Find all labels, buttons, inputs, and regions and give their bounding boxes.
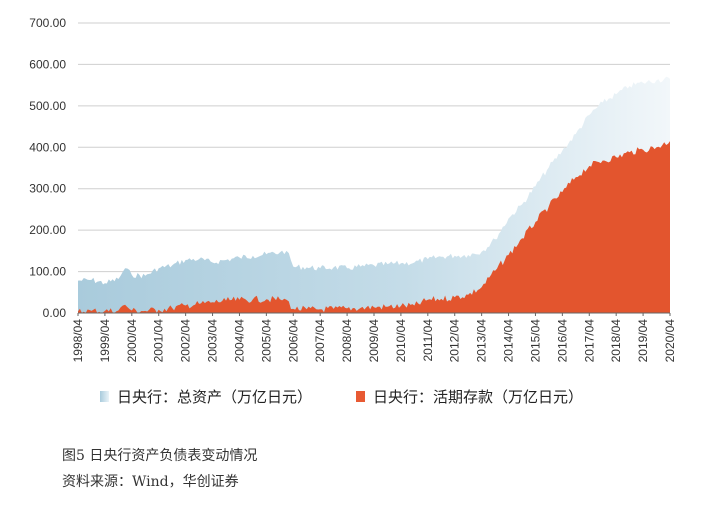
x-tick-label: 2020/04 xyxy=(663,319,677,363)
x-tick-label: 2008/04 xyxy=(340,319,354,363)
x-tick-label: 2002/04 xyxy=(179,319,193,363)
x-tick-label: 2017/04 xyxy=(582,319,596,363)
x-tick-label: 2014/04 xyxy=(502,319,516,363)
y-tick-label: 100.00 xyxy=(29,265,66,279)
x-tick-label: 2003/04 xyxy=(206,319,220,363)
y-tick-label: 0.00 xyxy=(43,306,67,320)
x-tick-label: 2005/04 xyxy=(259,319,273,363)
legend-item-total-assets: 日央行：总资产（万亿日元） xyxy=(100,386,312,407)
x-tick-label: 2007/04 xyxy=(313,319,327,363)
y-tick-label: 700.00 xyxy=(29,16,66,30)
figure-source: 资料来源：Wind，华创证券 xyxy=(62,474,239,490)
legend-label-current-deposits: 日央行：活期存款（万亿日元） xyxy=(373,388,584,406)
y-tick-label: 400.00 xyxy=(29,140,66,154)
x-tick-label: 2019/04 xyxy=(636,319,650,363)
x-tick-label: 2018/04 xyxy=(609,319,623,363)
x-tick-label: 2015/04 xyxy=(528,319,542,363)
y-tick-label: 200.00 xyxy=(29,223,66,237)
legend-item-current-deposits: 日央行：活期存款（万亿日元） xyxy=(356,386,583,407)
legend-swatch-current-deposits xyxy=(356,391,366,402)
x-tick-label: 2010/04 xyxy=(394,319,408,363)
area-current-deposits xyxy=(78,141,670,313)
x-tick-label: 2004/04 xyxy=(232,319,246,363)
legend: 日央行：总资产（万亿日元） 日央行：活期存款（万亿日元） xyxy=(100,386,583,407)
x-tick-label: 2009/04 xyxy=(367,319,381,363)
y-tick-label: 300.00 xyxy=(29,182,66,196)
y-tick-label: 500.00 xyxy=(29,99,66,113)
x-tick-label: 1999/04 xyxy=(98,319,112,363)
area-chart: 0.00 100.00 200.00 300.00 400.00 500.00 600.00… xyxy=(29,16,677,362)
x-tick-label: 2012/04 xyxy=(448,319,462,363)
x-tick-label: 2000/04 xyxy=(125,319,139,363)
x-tick-label: 2013/04 xyxy=(475,319,489,363)
y-tick-label: 600.00 xyxy=(29,57,66,71)
legend-swatch-total-assets xyxy=(100,391,109,402)
x-tick-label: 2011/04 xyxy=(421,319,435,362)
area-series-layer xyxy=(78,76,670,313)
x-tick-label: 2016/04 xyxy=(555,319,569,363)
x-tick-label: 2006/04 xyxy=(286,319,300,363)
axes: 0.00 100.00 200.00 300.00 400.00 500.00 600.00… xyxy=(29,16,677,362)
legend-label-total-assets: 日央行：总资产（万亿日元） xyxy=(117,388,313,406)
x-tick-label: 2001/04 xyxy=(152,319,166,363)
figure-title: 图5 日央行资产负债表变动情况 xyxy=(62,448,258,464)
x-tick-label: 1998/04 xyxy=(71,319,85,363)
